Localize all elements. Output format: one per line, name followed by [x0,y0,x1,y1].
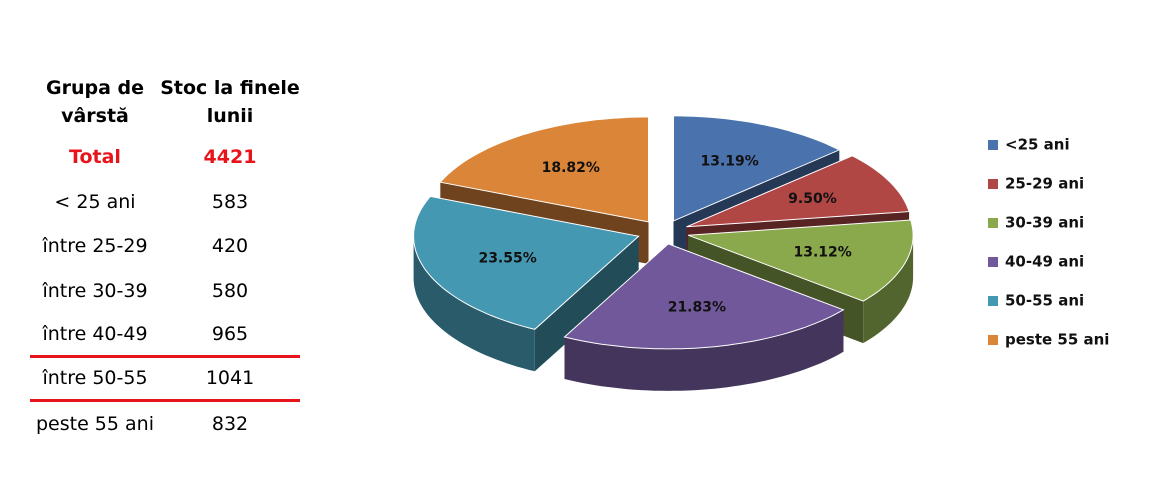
table-cell: 4421 [203,146,257,169]
table-cell: între 40-49 [42,322,148,345]
legend-swatch [988,179,998,189]
legend-label: <25 ani [1005,136,1070,154]
slice-side [863,235,914,344]
slice [686,155,910,228]
table-row: între 30-39 580 [30,269,300,314]
slice [687,219,914,302]
legend-swatch [988,140,998,150]
slice-side [564,309,844,391]
table-cell: între 25-29 [42,235,148,258]
table-cell: Total [69,146,121,169]
legend-swatch [988,257,998,267]
table-cell: între 30-39 [42,279,148,302]
table-cell: peste 55 ani [35,413,154,436]
table-row: între 50-55 1041 [30,358,300,402]
table-cell: între 50-55 [42,367,148,390]
legend-swatch [988,296,998,306]
data-label: 23.55% [478,251,536,267]
table-row: între 25-29 420 [30,224,300,269]
legend-label: 25-29 ani [1005,175,1084,193]
table-row: între 40-49 965 [30,313,300,358]
table-cell: < 25 ani [54,190,136,213]
table-row: peste 55 ani 832 [30,402,300,447]
slice [413,195,640,330]
header-cell: Grupa de vârstă [45,76,144,127]
table-cell: 580 [211,279,249,302]
data-label: 9.50% [788,191,837,207]
legend-label: 50-55 ani [1005,292,1084,310]
legend-label: 40-49 ani [1005,253,1084,271]
legend-label: 30-39 ani [1005,214,1084,232]
table-row: < 25 ani 583 [30,180,300,225]
slice [439,116,649,223]
table-cell: 965 [211,322,249,345]
slice [563,243,845,350]
legend-label: peste 55 ani [1005,331,1109,349]
data-label: 18.82% [542,160,600,176]
slice-side [413,236,535,372]
table: Grupa de vârstă Stoc la finele lunii Tot… [30,68,300,447]
legend-swatch [988,218,998,228]
table-row: Total 4421 [30,135,300,180]
table-header: Grupa de vârstă Stoc la finele lunii [30,68,300,135]
slice [673,115,841,222]
table-cell: 1041 [205,367,255,390]
table-cell: 420 [211,235,249,258]
table-cell: 583 [211,190,249,213]
legend-swatch [988,335,998,345]
header-cell: Stoc la finele lunii [160,76,300,127]
data-label: 21.83% [668,300,726,316]
data-label: 13.12% [793,244,851,260]
table-cell: 832 [211,413,249,436]
data-label: 13.19% [700,153,758,169]
